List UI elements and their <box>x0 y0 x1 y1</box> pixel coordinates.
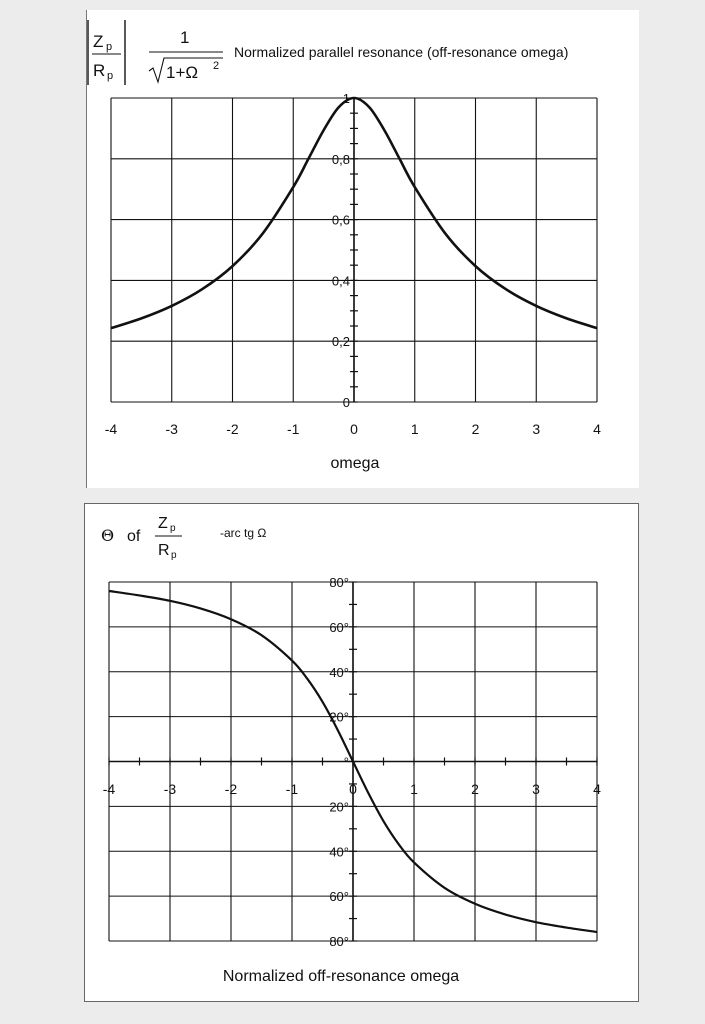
y-tick-label: 60° <box>329 889 349 904</box>
phase-x-axis-label: Normalized off-resonance omega <box>223 968 459 985</box>
x-tick-label: 1 <box>411 421 419 437</box>
x-tick-label: -2 <box>226 421 239 437</box>
y-tick-label: 0,8 <box>332 152 350 167</box>
sqrt-icon <box>148 57 223 84</box>
x-tick-label: 0 <box>350 421 358 437</box>
magnitude-chart: Z p R p 1 1+Ω 2 Normalized parallel reso… <box>87 20 601 472</box>
magnitude-x-axis-label: omega <box>331 455 380 472</box>
x-tick-label: -2 <box>225 781 238 797</box>
phase-y-tick-labels: 80° 60° 40° 20° ° 20° 40° 60° 80° <box>329 575 349 949</box>
x-tick-label: -1 <box>286 781 299 797</box>
formula-exponent: 2 <box>213 60 219 72</box>
y-tick-label: 1 <box>343 91 350 106</box>
x-tick-label: -1 <box>287 421 300 437</box>
phase-formula: Θ of Z p R p -arc tg Ω <box>101 515 266 561</box>
phase-curve <box>108 589 598 934</box>
x-tick-label: 4 <box>593 421 601 437</box>
phase-chart-panel: Θ of Z p R p -arc tg Ω -4 -3 -2 -1 0 1 2 3 4 80°… <box>84 503 639 1002</box>
y-tick-label: 0 <box>343 395 350 410</box>
magnitude-title: Normalized parallel resonance (off-reson… <box>234 44 568 60</box>
magnitude-axis <box>350 97 358 403</box>
phase-formula-z-sub: p <box>170 523 176 534</box>
phase-chart: Θ of Z p R p -arc tg Ω -4 -3 -2 -1 0 1 2 3 4 80°… <box>101 515 601 985</box>
y-tick-label: 80° <box>329 575 349 590</box>
formula-one: 1 <box>180 28 189 47</box>
x-tick-label: -4 <box>103 781 116 797</box>
phase-formula-r: R <box>158 542 170 559</box>
phase-x-tick-labels: -4 -3 -2 -1 0 1 2 3 4 <box>103 781 601 797</box>
phase-theta-symbol: Θ <box>101 526 114 545</box>
formula-r: R <box>93 61 105 80</box>
x-tick-label: -4 <box>105 421 118 437</box>
formula-r-sub: p <box>107 70 113 82</box>
magnitude-formula: Z p R p 1 1+Ω 2 <box>87 20 223 85</box>
y-tick-label: 0,6 <box>332 213 350 228</box>
y-tick-label: 20° <box>329 799 349 814</box>
phase-formula-r-sub: p <box>171 550 177 561</box>
x-tick-label: 3 <box>532 781 540 797</box>
phase-formula-rhs: -arc tg Ω <box>220 526 266 540</box>
formula-sqrt-content: 1+Ω <box>166 63 198 82</box>
x-tick-label: 2 <box>471 781 479 797</box>
y-tick-label: 0,2 <box>332 334 350 349</box>
x-tick-label: 4 <box>593 781 601 797</box>
x-tick-label: 1 <box>410 781 418 797</box>
x-tick-label: 2 <box>472 421 480 437</box>
magnitude-y-tick-labels: 0 0,2 0,4 0,6 0,8 1 <box>332 91 350 410</box>
x-tick-label: -3 <box>166 421 179 437</box>
x-tick-label: -3 <box>164 781 177 797</box>
magnitude-x-tick-labels: -4 -3 -2 -1 0 1 2 3 4 <box>105 421 601 437</box>
y-tick-label: 40° <box>329 844 349 859</box>
formula-z: Z <box>93 32 103 51</box>
magnitude-chart-panel: Z p R p 1 1+Ω 2 Normalized parallel reso… <box>86 10 639 488</box>
magnitude-curve <box>110 96 598 330</box>
x-tick-label: 3 <box>532 421 540 437</box>
y-tick-label: 60° <box>329 620 349 635</box>
phase-of-word: of <box>127 528 141 545</box>
formula-z-sub: p <box>106 41 112 53</box>
y-tick-label: 20° <box>329 710 349 725</box>
y-tick-label: 80° <box>329 934 349 949</box>
y-tick-label: 0,4 <box>332 273 350 288</box>
phase-formula-z: Z <box>158 515 168 532</box>
y-tick-label: 40° <box>329 665 349 680</box>
y-tick-label: ° <box>344 755 349 770</box>
x-tick-label: 0 <box>349 781 357 797</box>
